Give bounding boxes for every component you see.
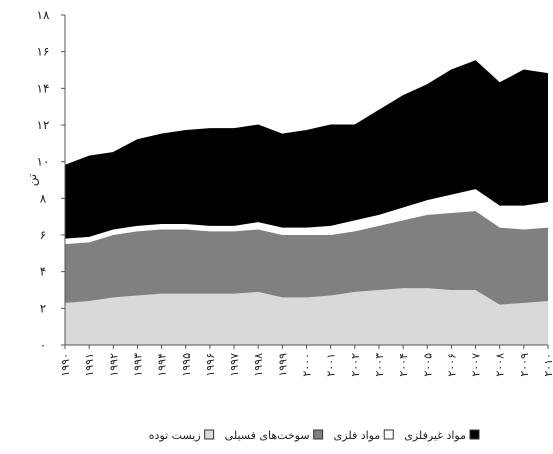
x-tick-label: ۱۹۹۴ [156,353,169,377]
x-tick-label: ۱۹۹۲ [107,353,120,377]
y-tick-label: ۲ [40,301,46,315]
y-tick-label: ۱۰ [37,155,50,169]
legend-swatch [383,429,394,440]
y-tick-label: ۱۸ [37,8,50,22]
y-axis-label: تن [25,174,40,186]
area-fill [65,60,548,239]
legend-swatch [313,429,324,440]
x-tick-label: ۱۹۹۷ [228,353,241,377]
legend-swatch [469,429,480,440]
legend-swatch [204,429,215,440]
x-tick-label: ۱۹۹۵ [180,353,193,377]
area-top [64,60,549,166]
y-tick-label: ۱۴ [37,81,50,95]
x-tick-label: ۱۹۹۸ [252,353,265,377]
x-tick-label: ۲۰۰۰ [301,353,314,377]
y-tick-label: ۰ [40,338,46,352]
legend-label: مواد غیرفلزی [404,429,466,442]
x-tick-label: ۱۹۹۹ [276,353,289,377]
area-fill [65,288,548,345]
area-fill [65,211,548,305]
y-tick-label: ۱۲ [37,118,50,132]
x-tick-label: ۲۰۰۷ [470,353,483,377]
y-tick-label: ۱۶ [37,45,50,59]
x-tick-label: ۱۹۹۱ [83,353,96,377]
area-fill [65,189,548,245]
x-tick-label: ۱۹۹۳ [131,353,144,377]
x-tick-label: ۲۰۰۳ [373,353,386,377]
x-tick-label: ۲۰۰۸ [494,353,507,377]
x-tick-label: ۲۰۰۵ [421,353,434,377]
x-tick-label: ۲۰۰۴ [397,353,410,377]
x-tick-label: ۱۹۹۶ [204,353,217,377]
x-tick-label: ۲۰۰۶ [445,353,458,377]
x-tick-label: ۲۰۱۰ [542,353,553,377]
legend-label: زیست توده [149,429,201,442]
y-tick-label: ۴ [40,265,46,279]
y-tick-label: ۶ [40,228,46,242]
x-tick-label: ۲۰۰۲ [349,353,362,377]
x-tick-label: ۱۹۹۰ [59,353,72,377]
y-tick-label: ۸ [40,191,47,205]
x-tick-label: ۲۰۰۱ [325,353,338,377]
legend-label: سوخت‌های فسیلی [225,429,310,442]
x-tick-label: ۲۰۰۹ [518,353,531,377]
legend-label: مواد فلزی [334,429,381,442]
